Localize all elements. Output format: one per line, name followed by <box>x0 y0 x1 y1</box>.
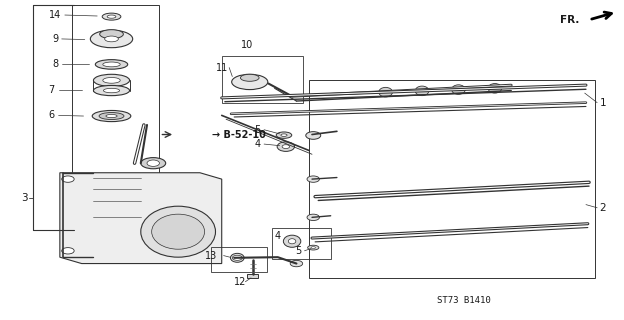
Ellipse shape <box>94 74 130 86</box>
Ellipse shape <box>92 110 131 122</box>
Ellipse shape <box>103 77 120 83</box>
Ellipse shape <box>90 30 133 48</box>
Text: 3: 3 <box>21 193 27 203</box>
Ellipse shape <box>105 36 119 42</box>
Circle shape <box>62 248 74 254</box>
Text: ST73 B1410: ST73 B1410 <box>437 296 490 305</box>
Text: → B-52-10: → B-52-10 <box>212 130 266 140</box>
Text: 4: 4 <box>275 231 281 242</box>
Text: 6: 6 <box>49 110 55 120</box>
Text: 11: 11 <box>216 63 228 73</box>
Ellipse shape <box>95 60 128 69</box>
Text: 7: 7 <box>49 85 55 95</box>
Text: 8: 8 <box>52 60 59 69</box>
Ellipse shape <box>415 86 429 96</box>
Text: 5: 5 <box>295 246 301 256</box>
Text: 2: 2 <box>600 203 607 213</box>
Ellipse shape <box>488 84 502 93</box>
Ellipse shape <box>104 88 120 93</box>
Ellipse shape <box>232 74 268 90</box>
Bar <box>309 80 595 278</box>
Ellipse shape <box>103 62 120 67</box>
Circle shape <box>232 255 242 260</box>
Polygon shape <box>60 173 222 264</box>
Circle shape <box>290 260 303 267</box>
Circle shape <box>306 132 321 139</box>
Ellipse shape <box>106 115 117 118</box>
Ellipse shape <box>102 13 121 20</box>
Ellipse shape <box>141 206 215 257</box>
Ellipse shape <box>379 87 392 97</box>
Ellipse shape <box>308 245 319 250</box>
Bar <box>222 56 303 103</box>
Text: 9: 9 <box>52 34 59 44</box>
Ellipse shape <box>141 158 166 169</box>
Circle shape <box>307 214 319 220</box>
Ellipse shape <box>283 235 301 247</box>
Circle shape <box>147 160 160 166</box>
Bar <box>247 274 258 278</box>
Text: 5: 5 <box>254 125 260 135</box>
Ellipse shape <box>230 253 244 262</box>
Ellipse shape <box>311 247 315 249</box>
Bar <box>211 247 267 272</box>
Circle shape <box>62 176 74 182</box>
Text: 12: 12 <box>234 277 246 287</box>
Ellipse shape <box>100 30 124 39</box>
Text: 10: 10 <box>240 40 253 50</box>
Ellipse shape <box>107 15 116 18</box>
Ellipse shape <box>99 113 124 120</box>
Text: 13: 13 <box>205 251 217 260</box>
Bar <box>271 228 331 260</box>
Ellipse shape <box>152 214 205 249</box>
Bar <box>72 5 160 176</box>
Text: 14: 14 <box>49 10 62 20</box>
Ellipse shape <box>277 142 295 151</box>
Text: FR.: FR. <box>560 15 580 26</box>
Ellipse shape <box>281 134 287 136</box>
Ellipse shape <box>240 74 259 81</box>
Ellipse shape <box>94 85 130 96</box>
Circle shape <box>307 176 319 182</box>
Ellipse shape <box>276 132 292 138</box>
Ellipse shape <box>288 239 296 244</box>
Ellipse shape <box>282 145 290 148</box>
Text: 4: 4 <box>254 139 260 149</box>
Text: 1: 1 <box>600 98 607 108</box>
Ellipse shape <box>452 85 466 94</box>
